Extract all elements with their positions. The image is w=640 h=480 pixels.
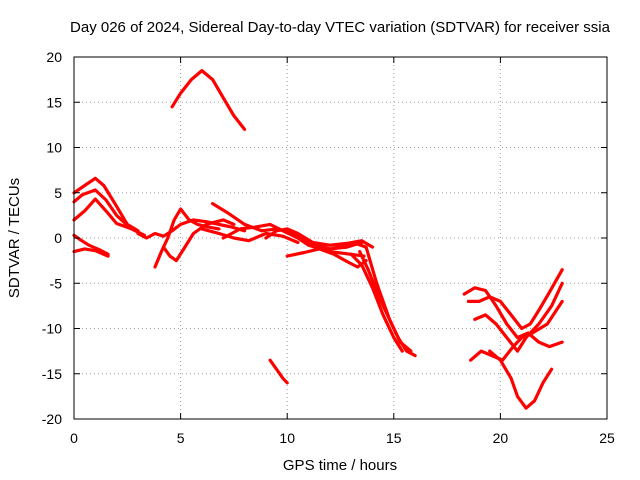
y-tick-label: -5: [50, 275, 63, 291]
series-arc-12: [200, 227, 300, 245]
series-arc-21: [473, 281, 564, 353]
y-tick-label: -10: [42, 321, 62, 337]
grid-layer: [74, 57, 607, 419]
x-tick-label: 15: [386, 430, 402, 446]
series-arc-5: [72, 247, 110, 258]
y-tick-label: -15: [42, 366, 62, 382]
series-arc-3: [72, 197, 146, 237]
series-arc-22: [469, 299, 564, 362]
x-tick-label: 10: [279, 430, 295, 446]
series-arc-18: [349, 252, 404, 353]
tick-layer: 0 5 10 15 20 25 -20 -15 -10 -5 0 5 10 15 20: [42, 49, 615, 446]
y-tick-label: 5: [54, 185, 62, 201]
series-arc-13: [264, 227, 375, 249]
plot-frame: [73, 56, 608, 420]
series-arc-23: [488, 349, 554, 410]
series-arc-8: [161, 218, 236, 263]
series-arc-17: [358, 250, 417, 358]
y-tick-label: 15: [46, 94, 62, 110]
series-arc-9: [170, 68, 247, 131]
series-arc-2: [72, 188, 131, 229]
series-arc-19: [462, 286, 564, 349]
series-arc-14: [285, 247, 368, 269]
x-tick-label: 0: [70, 430, 78, 446]
series-arc-11: [221, 222, 366, 258]
series-arc-15: [268, 358, 289, 385]
x-tick-label: 20: [493, 430, 509, 446]
series-layer: [72, 68, 564, 410]
y-tick-label: 10: [46, 140, 62, 156]
y-tick-label: -20: [42, 411, 62, 427]
series-arc-6: [136, 218, 247, 240]
x-axis-label: GPS time / hours: [283, 457, 397, 474]
series-arc-20: [466, 268, 564, 331]
x-tick-label: 25: [599, 430, 615, 446]
x-tick-label: 5: [177, 430, 185, 446]
chart-title: Day 026 of 2024, Sidereal Day-to-day VTE…: [70, 19, 611, 36]
y-axis-label: SDTVAR / TECUs: [6, 178, 23, 298]
y-tick-label: 0: [54, 230, 62, 246]
y-tick-label: 20: [46, 49, 62, 65]
series-arc-1: [72, 176, 140, 233]
series-arc-10: [211, 202, 364, 251]
